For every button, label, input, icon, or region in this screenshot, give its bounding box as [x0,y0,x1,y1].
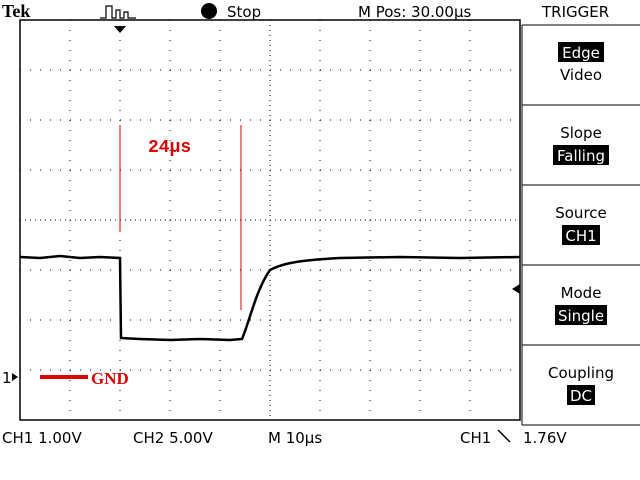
ch1-scale: CH1 1.00V [2,429,82,447]
menu-label[interactable]: Source [555,204,607,222]
menu-highlight [555,305,607,325]
ground-label: GND [91,369,129,388]
trigger-level-marker [512,284,520,294]
run-status: Stop [227,3,261,21]
menu-highlight [553,145,609,165]
channel-marker: 1 [2,369,12,387]
menu-title: TRIGGER [541,3,609,21]
menu-value[interactable]: DC [570,387,592,405]
trigger-level: 1.76V [523,429,567,447]
menu-label[interactable]: Slope [560,124,602,142]
ground-line [40,375,88,379]
menu-highlight [558,42,604,62]
trigger-menu [521,24,640,426]
brand: Tek [2,1,30,21]
menu-label[interactable]: Mode [561,284,602,302]
trigger-source: CH1 [460,429,491,447]
menu-value[interactable]: Single [558,307,604,325]
trigger-slope-icon [497,429,511,443]
menu-highlight [562,225,600,245]
stop-indicator [201,3,217,19]
menu-value[interactable]: Video [560,66,602,84]
interval-label: 24µs [148,138,191,158]
time-scale: M 10µs [268,429,322,447]
menu-value[interactable]: Falling [557,147,605,165]
menu-label[interactable]: Coupling [548,364,614,382]
menu-value[interactable]: CH1 [565,227,596,245]
menu-label[interactable]: Edge [562,44,600,62]
horizontal-position: M Pos: 30.00µs [358,3,472,21]
acquisition-icon [100,5,136,19]
menu-highlight [567,385,595,405]
ch2-scale: CH2 5.00V [133,429,213,447]
channel-marker-arrow [12,373,18,381]
waveform [19,254,521,342]
trigger-position-marker [114,26,126,33]
